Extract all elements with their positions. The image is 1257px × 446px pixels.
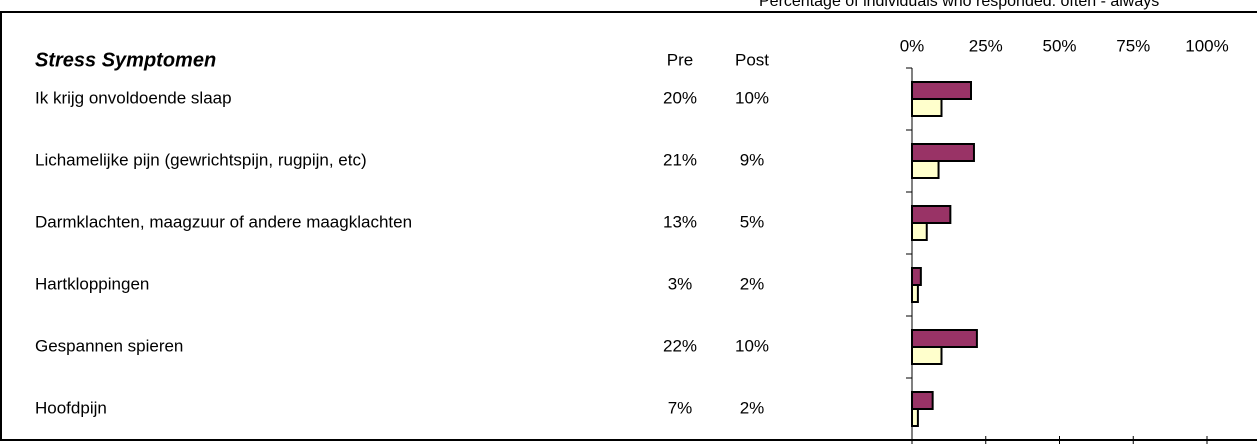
bar	[911, 329, 978, 348]
bar	[911, 408, 919, 427]
bar	[911, 267, 922, 286]
bar	[911, 222, 928, 241]
x-tick-label: 0%	[900, 36, 925, 55]
bar	[911, 346, 943, 365]
bar	[911, 98, 943, 117]
x-tick-label: 50%	[1042, 36, 1076, 55]
row-label: Darmklachten, maagzuur of andere maagkla…	[35, 212, 412, 231]
column-header: Post	[735, 50, 769, 69]
row-label: Hartkloppingen	[35, 274, 149, 293]
value-label: 3%	[668, 274, 693, 293]
row-label: Lichamelijke pijn (gewrichtspijn, rugpij…	[35, 150, 367, 169]
frame	[0, 11, 1257, 441]
bar	[911, 205, 952, 224]
value-label: 10%	[735, 88, 769, 107]
x-tick-label: 100%	[1185, 36, 1228, 55]
value-label: 21%	[663, 150, 697, 169]
bar	[911, 391, 934, 410]
value-label: 22%	[663, 336, 697, 355]
x-tick-label: 75%	[1116, 36, 1150, 55]
value-label: 5%	[740, 212, 765, 231]
table-title: Stress Symptomen	[35, 49, 216, 71]
value-label: 20%	[663, 88, 697, 107]
x-tick-label: 25%	[969, 36, 1003, 55]
bar	[911, 160, 940, 179]
bar	[911, 284, 919, 303]
value-label: 9%	[740, 150, 765, 169]
value-label: 2%	[740, 398, 765, 417]
bar	[911, 143, 975, 162]
value-label: 2%	[740, 274, 765, 293]
value-label: 7%	[668, 398, 693, 417]
note: Percentage of individuals who responded:…	[759, 0, 1159, 10]
row-label: Hoofdpijn	[35, 398, 107, 417]
column-header: Pre	[667, 50, 693, 69]
bar	[911, 81, 972, 100]
value-label: 10%	[735, 336, 769, 355]
row-label: Gespannen spieren	[35, 336, 183, 355]
value-label: 13%	[663, 212, 697, 231]
row-label: Ik krijg onvoldoende slaap	[35, 88, 232, 107]
